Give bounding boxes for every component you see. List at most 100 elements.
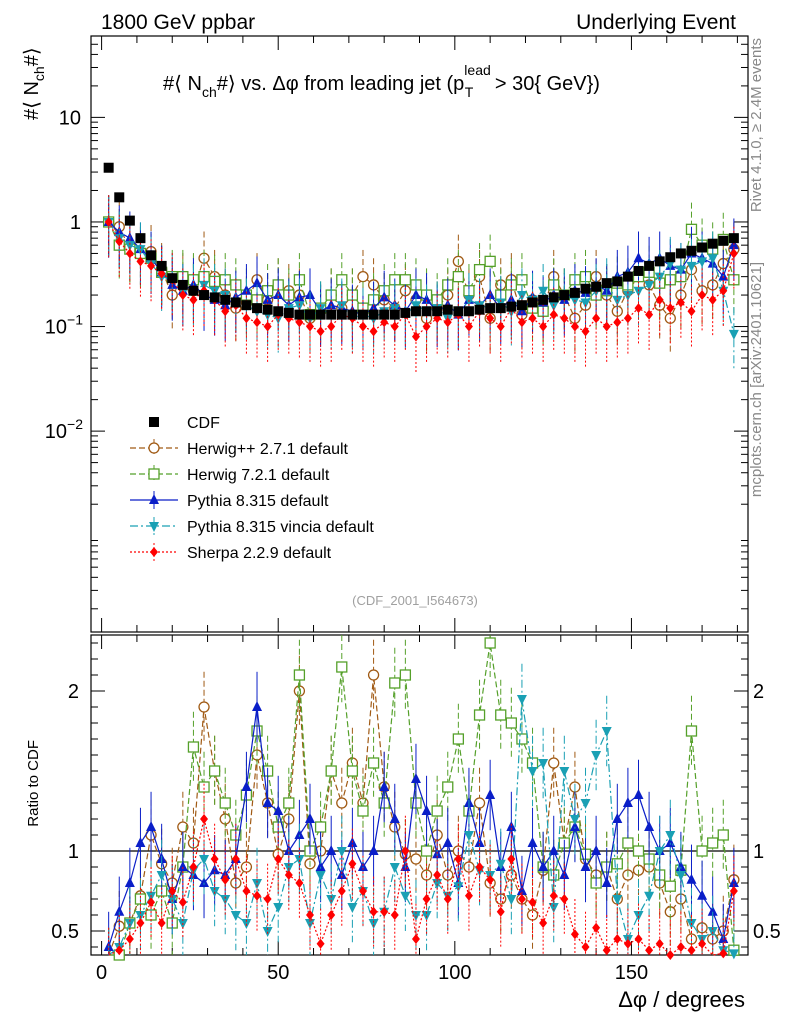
main-data-point xyxy=(463,306,474,317)
main-data-point xyxy=(486,313,495,324)
ratio-y-axis-label: Ratio to CDF xyxy=(25,740,42,827)
legend-marker xyxy=(148,468,160,480)
main-data-point xyxy=(665,252,676,263)
main-data-point xyxy=(601,278,612,289)
main-data-point xyxy=(634,303,643,314)
main-data-point xyxy=(262,293,273,304)
ratio-data-point xyxy=(548,845,559,855)
main-series-0 xyxy=(103,162,739,320)
ratio-data-point xyxy=(389,813,400,823)
main-y-tick-label: 10−2 xyxy=(45,416,83,443)
legend-label: Herwig 7.2.1 default xyxy=(187,467,330,484)
ratio-data-point xyxy=(389,677,401,689)
ratio-data-point xyxy=(198,781,210,793)
ratio-data-point xyxy=(399,669,412,681)
main-data-point xyxy=(156,260,167,271)
ratio-y-tick-label-right: 2 xyxy=(753,681,764,703)
ratio-data-point xyxy=(380,906,389,917)
ratio-data-point xyxy=(473,797,486,809)
x-tick-label: 100 xyxy=(438,962,471,984)
main-series-5 xyxy=(104,195,738,373)
ratio-data-point xyxy=(295,878,304,888)
main-data-point xyxy=(622,271,633,282)
main-data-point xyxy=(548,301,559,312)
main-data-point xyxy=(294,309,305,320)
ratio-data-point xyxy=(369,906,378,917)
main-data-point xyxy=(442,304,453,315)
ratio-y-tick-label-right: 0.5 xyxy=(753,921,781,943)
main-data-point xyxy=(336,309,347,320)
main-data-point xyxy=(411,331,420,342)
main-data-point xyxy=(135,245,146,256)
main-data-point xyxy=(368,309,379,320)
ratio-data-point xyxy=(348,858,357,869)
ratio-data-point xyxy=(728,877,739,887)
ratio-y-tick-label-right: 1 xyxy=(753,841,764,863)
main-data-point xyxy=(580,298,591,309)
ratio-data-point xyxy=(548,757,560,769)
ratio-data-point xyxy=(326,845,337,855)
main-data-point xyxy=(644,280,655,291)
main-data-point xyxy=(115,236,124,247)
main-data-point xyxy=(252,277,263,288)
ratio-data-point xyxy=(569,815,580,825)
ratio-data-point xyxy=(622,837,634,849)
main-data-point xyxy=(421,293,432,304)
ratio-data-point xyxy=(273,903,284,913)
ratio-data-point xyxy=(560,894,569,904)
ratio-data-point xyxy=(199,855,210,865)
ratio-data-point xyxy=(336,869,347,879)
main-data-point xyxy=(410,306,421,317)
main-data-point xyxy=(369,326,378,337)
main-data-point xyxy=(242,313,251,324)
main-data-point xyxy=(633,252,644,263)
ratio-data-point xyxy=(177,861,188,871)
ratio-data-point xyxy=(452,733,465,745)
ratio-data-point xyxy=(431,805,443,817)
ratio-data-point xyxy=(315,861,326,871)
main-data-point xyxy=(655,294,664,305)
ratio-data-point xyxy=(220,895,231,905)
ratio-data-point xyxy=(284,870,293,880)
main-data-point xyxy=(357,309,368,320)
ratio-series-line xyxy=(108,818,735,956)
ratio-data-point xyxy=(485,789,496,799)
ratio-data-point xyxy=(421,805,432,815)
ratio-data-point xyxy=(580,861,591,871)
ratio-data-point xyxy=(411,934,420,944)
ratio-data-point xyxy=(612,813,623,823)
ratio-data-point xyxy=(379,781,390,791)
ratio-data-point xyxy=(442,781,454,793)
main-data-point xyxy=(613,317,622,328)
main-data-point xyxy=(591,281,602,292)
main-data-point xyxy=(633,265,644,276)
ratio-data-point xyxy=(569,821,580,831)
ratio-data-point xyxy=(548,903,559,913)
main-data-point xyxy=(633,286,644,297)
main-data-point xyxy=(379,309,390,320)
x-tick-label: 50 xyxy=(267,962,289,984)
main-data-point xyxy=(380,317,389,328)
main-data-point xyxy=(548,292,559,303)
ratio-data-point xyxy=(230,911,241,921)
main-data-point xyxy=(125,248,134,259)
ratio-data-point xyxy=(473,709,486,721)
ratio-data-point xyxy=(580,799,591,809)
main-data-point xyxy=(538,294,549,305)
main-data-point xyxy=(358,321,367,332)
legend-marker xyxy=(149,522,159,532)
main-data-point xyxy=(675,248,686,259)
main-data-point xyxy=(104,216,113,227)
main-data-point xyxy=(390,321,399,332)
ratio-data-point xyxy=(601,727,612,737)
ratio-axes: 0.5 0.5 1 1 2 2 0 50 100 150 xyxy=(51,635,781,984)
ratio-data-point xyxy=(697,889,708,900)
main-data-point xyxy=(718,235,729,246)
ratio-data-point xyxy=(698,938,707,949)
ratio-data-point xyxy=(602,945,611,956)
main-data-point xyxy=(336,301,347,312)
ratio-data-point xyxy=(463,831,474,841)
ratio-data-point xyxy=(410,773,421,783)
ratio-data-point xyxy=(686,873,697,884)
